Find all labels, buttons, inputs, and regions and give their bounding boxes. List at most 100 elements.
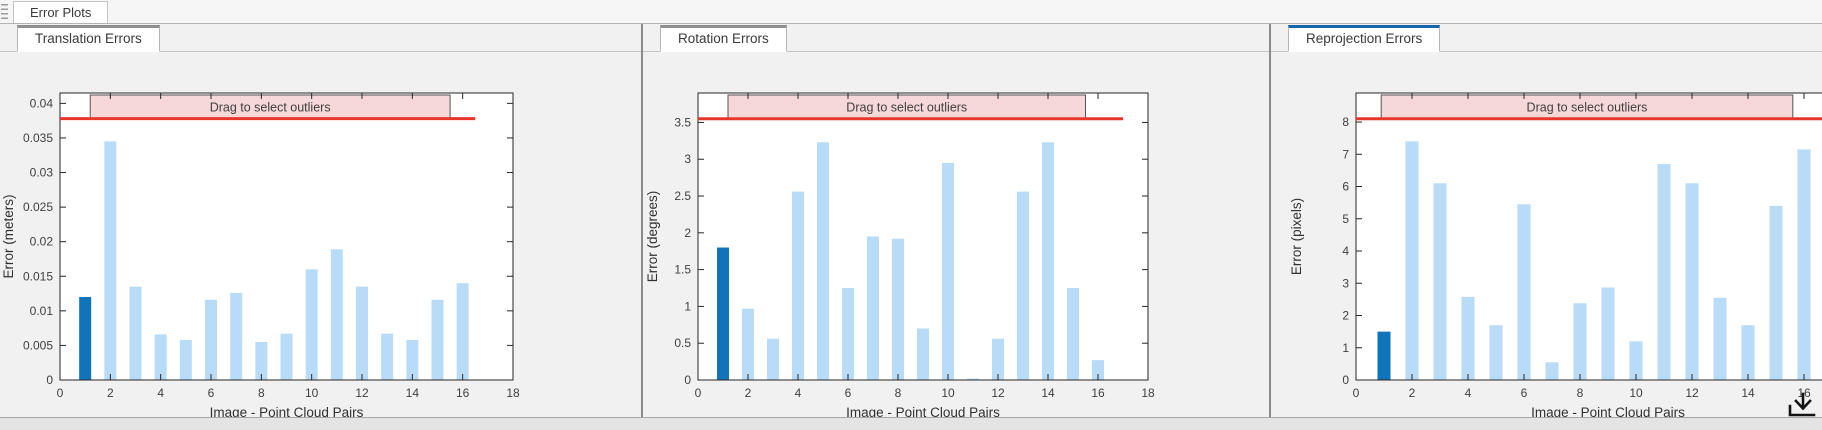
bar-pair-7[interactable] [867, 236, 879, 381]
panel-splitter[interactable] [641, 24, 643, 417]
bar-pair-1[interactable] [717, 247, 729, 380]
x-tick-label: 16 [1091, 386, 1105, 400]
bar-pair-7[interactable] [1545, 362, 1559, 380]
chart-canvas-2: 0 2 4 6 8 10 12 14 16 18 0 0.5 1 1.5 2 2.5 3 3.5 Error (de… [645, 92, 1155, 417]
bar-pair-2[interactable] [1405, 141, 1419, 380]
bar-pair-4[interactable] [154, 334, 167, 380]
bar-pair-5[interactable] [817, 142, 829, 380]
bar-pair-3[interactable] [129, 286, 142, 380]
bar-pair-2[interactable] [742, 308, 754, 380]
bar-pair-15[interactable] [431, 299, 444, 380]
bar-pair-10[interactable] [1629, 341, 1643, 380]
bar-pair-12[interactable] [992, 338, 1004, 380]
bar-pair-11[interactable] [1657, 163, 1671, 380]
bar-pair-6[interactable] [1517, 204, 1531, 380]
x-tick-label: 18 [506, 386, 520, 400]
y-tick-label: 0 [684, 373, 691, 387]
drag-grip-icon[interactable] [1, 4, 8, 19]
x-tick-label: 18 [1141, 386, 1155, 400]
chart-canvas-1: 0 2 4 6 8 10 12 14 16 18 0 0.005 0.01 0.015 0.02 0.025 0… [1, 92, 520, 417]
bar-pair-14[interactable] [406, 339, 419, 380]
bar-pair-6[interactable] [205, 299, 217, 380]
plot-box-border [697, 92, 1149, 381]
bar-pair-13[interactable] [1017, 191, 1029, 380]
y-tick-label: 0.04 [30, 96, 54, 110]
x-tick-label: 2 [1409, 386, 1416, 400]
bar-pair-8[interactable] [892, 238, 904, 380]
tab-reprojection-errors-label: Reprojection Errors [1306, 31, 1423, 46]
drag-grip-icon[interactable] [1274, 32, 1281, 46]
tab-translation-errors-label: Translation Errors [35, 31, 142, 46]
y-tick-label: 0.5 [674, 336, 691, 350]
bar-pair-1[interactable] [1377, 331, 1391, 380]
tab-translation-errors[interactable]: Translation Errors [17, 25, 160, 52]
x-tick-label: 10 [305, 386, 319, 400]
translation-errors-chart: 0 2 4 6 8 10 12 14 16 18 0 0.005 0.01 0.015 0.02 0.025 0… [0, 52, 641, 417]
y-tick-label: 3.5 [674, 115, 691, 129]
x-tick-label: 14 [1741, 386, 1755, 400]
bar-pair-16[interactable] [1797, 149, 1811, 380]
translation-tab-bar: Translation Errors [0, 24, 641, 52]
bar-pair-5[interactable] [1489, 325, 1503, 380]
x-tick-label: 2 [745, 386, 752, 400]
bar-pair-8[interactable] [255, 341, 268, 380]
rotation-errors-chart: 0 2 4 6 8 10 12 14 16 18 0 0.5 1 1.5 2 2.5 3 3.5 Error (de… [643, 52, 1269, 417]
y-tick-label: 1 [684, 299, 691, 313]
y-tick-label: 0 [1342, 373, 1349, 387]
panel-translation-errors: Translation Errors 0 2 4 6 8 10 12 14 16 18 0 0.005… [0, 24, 641, 417]
y-tick-label: 3 [1342, 276, 1349, 290]
bar-pair-12[interactable] [356, 286, 368, 380]
bar-pair-10[interactable] [942, 162, 954, 380]
bar-pair-11[interactable] [967, 378, 979, 380]
bar-pair-10[interactable] [305, 269, 318, 380]
y-tick-label: 2 [1342, 309, 1349, 323]
tab-error-plots-label: Error Plots [30, 5, 92, 20]
x-tick-label: 4 [1465, 386, 1472, 400]
bar-pair-2[interactable] [104, 141, 117, 380]
x-tick-label: 16 [456, 386, 470, 400]
bar-pair-7[interactable] [230, 292, 243, 380]
bar-pair-12[interactable] [1685, 183, 1699, 380]
drag-grip-icon[interactable] [3, 32, 10, 46]
y-tick-label: 0.005 [23, 338, 53, 352]
bar-pair-11[interactable] [330, 249, 343, 380]
y-tick-label: 1 [1342, 341, 1349, 355]
bar-pair-15[interactable] [1769, 205, 1783, 380]
panel-splitter[interactable] [1269, 24, 1271, 417]
bar-pair-9[interactable] [917, 328, 929, 380]
y-tick-label: 0 [46, 373, 53, 387]
drag-to-select-outliers-label: Drag to select outliers [846, 100, 967, 114]
x-tick-label: 6 [208, 386, 215, 400]
x-tick-label: 0 [695, 386, 702, 400]
x-axis-label: Image - Point Cloud Pairs [846, 405, 1000, 417]
bar-pair-4[interactable] [792, 191, 804, 380]
bar-pair-3[interactable] [1433, 183, 1447, 380]
x-tick-label: 4 [795, 386, 802, 400]
tab-reprojection-errors[interactable]: Reprojection Errors [1288, 25, 1441, 52]
bar-pair-4[interactable] [1461, 296, 1475, 380]
x-tick-label: 4 [157, 386, 164, 400]
bar-pair-14[interactable] [1042, 142, 1054, 380]
drag-grip-icon[interactable] [646, 32, 653, 46]
bar-pair-15[interactable] [1067, 288, 1079, 380]
bar-pair-16[interactable] [456, 283, 469, 380]
bar-pair-5[interactable] [179, 339, 192, 380]
drag-to-select-outliers-label: Drag to select outliers [210, 100, 331, 114]
bar-pair-9[interactable] [280, 333, 293, 380]
bar-pair-13[interactable] [1713, 297, 1727, 380]
bar-pair-9[interactable] [1601, 287, 1615, 380]
bar-pair-8[interactable] [1573, 303, 1587, 380]
bar-pair-6[interactable] [842, 288, 854, 380]
export-icon[interactable] [1782, 390, 1820, 428]
reprojection-tab-bar: Reprojection Errors [1271, 24, 1822, 52]
x-tick-label: 14 [1041, 386, 1055, 400]
bar-pair-14[interactable] [1741, 325, 1755, 380]
x-tick-label: 8 [258, 386, 265, 400]
tab-rotation-errors[interactable]: Rotation Errors [660, 25, 787, 52]
bar-pair-13[interactable] [381, 333, 394, 380]
x-tick-label: 10 [1629, 386, 1643, 400]
bar-pair-3[interactable] [767, 338, 779, 380]
bar-pair-16[interactable] [1092, 360, 1104, 380]
tab-error-plots[interactable]: Error Plots [13, 1, 109, 23]
bar-pair-1[interactable] [79, 297, 92, 380]
